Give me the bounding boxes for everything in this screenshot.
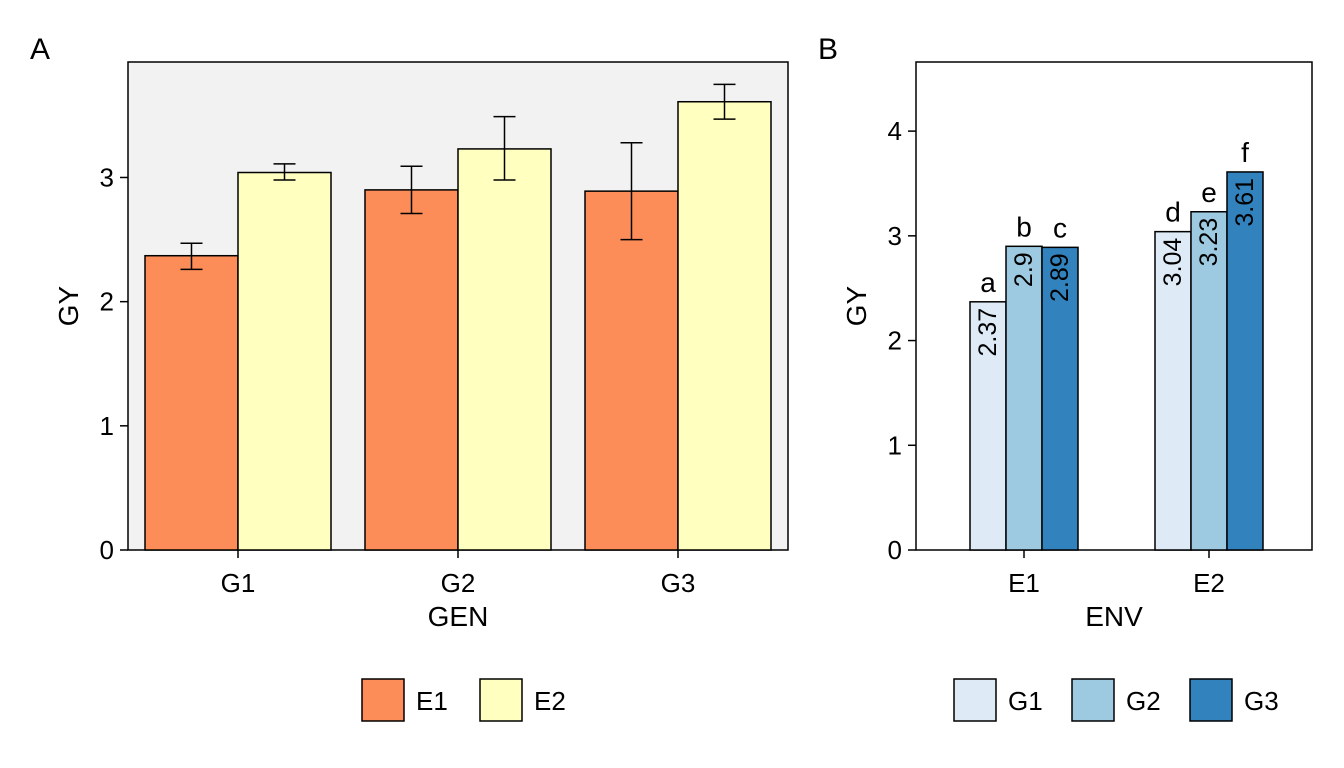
panel-b-chart: B 0 1 2 3 4 E1 E2 2.37 a 3.04 d 2.9 b 3.23 e 2.89 c 3.61 f E… xyxy=(818,33,1313,722)
y-axis-title: GY xyxy=(53,285,84,326)
legend-swatch xyxy=(479,678,523,722)
bar-value-label: 3.23 xyxy=(1195,218,1223,267)
legend-swatch xyxy=(953,678,997,722)
significance-letter: a xyxy=(980,267,996,298)
bar xyxy=(364,189,459,551)
bar-value-label: 2.37 xyxy=(974,308,1002,357)
significance-letter: f xyxy=(1241,137,1249,168)
significance-letter: e xyxy=(1201,177,1217,208)
x-tick-label: G1 xyxy=(221,568,256,598)
bar xyxy=(1226,171,1264,551)
legend-label: G1 xyxy=(1008,686,1043,716)
y-tick-label: 3 xyxy=(100,162,114,192)
bar-value-label: 3.61 xyxy=(1231,178,1259,227)
x-tick-label: G2 xyxy=(441,568,476,598)
bar-value-label: 3.04 xyxy=(1159,238,1187,287)
legend-label: G2 xyxy=(1126,686,1161,716)
y-tick-label: 2 xyxy=(888,326,902,356)
x-axis-title: ENV xyxy=(1085,601,1143,632)
panel-tag: A xyxy=(30,33,50,66)
y-tick-label: 4 xyxy=(888,116,902,146)
y-tick-label: 1 xyxy=(100,411,114,441)
y-tick-label: 1 xyxy=(888,430,902,460)
y-tick-label: 0 xyxy=(100,535,114,565)
significance-letter: b xyxy=(1016,211,1032,242)
y-axis-title: GY xyxy=(841,285,872,326)
bar xyxy=(237,171,332,551)
significance-letter: c xyxy=(1053,212,1067,243)
y-tick-label: 0 xyxy=(888,535,902,565)
legend-label: E1 xyxy=(416,686,448,716)
bar xyxy=(1005,245,1043,551)
bar-value-label: 2.9 xyxy=(1010,252,1038,287)
bar xyxy=(584,190,679,551)
bar xyxy=(1190,211,1228,551)
legend-label: G3 xyxy=(1244,686,1279,716)
legend-swatch xyxy=(361,678,405,722)
significance-letter: d xyxy=(1165,197,1181,228)
panel-a-chart: A 0 1 2 3 G1 G2 G3 GEN GY E1 E2 xyxy=(30,33,789,722)
x-tick-label: E2 xyxy=(1193,568,1225,598)
bar xyxy=(677,100,772,551)
bar xyxy=(1041,246,1079,551)
bar xyxy=(144,254,239,551)
x-tick-label: G3 xyxy=(661,568,696,598)
x-tick-label: E1 xyxy=(1008,568,1040,598)
panel-tag: B xyxy=(818,33,838,66)
bar xyxy=(457,148,552,551)
bar xyxy=(1154,230,1192,551)
legend-swatch xyxy=(1071,678,1115,722)
legend-label: E2 xyxy=(534,686,566,716)
bar-value-label: 2.89 xyxy=(1046,253,1074,302)
y-tick-label: 3 xyxy=(888,221,902,251)
x-axis-title: GEN xyxy=(428,601,489,632)
y-tick-label: 2 xyxy=(100,287,114,317)
legend-swatch xyxy=(1189,678,1233,722)
bar xyxy=(969,301,1007,551)
